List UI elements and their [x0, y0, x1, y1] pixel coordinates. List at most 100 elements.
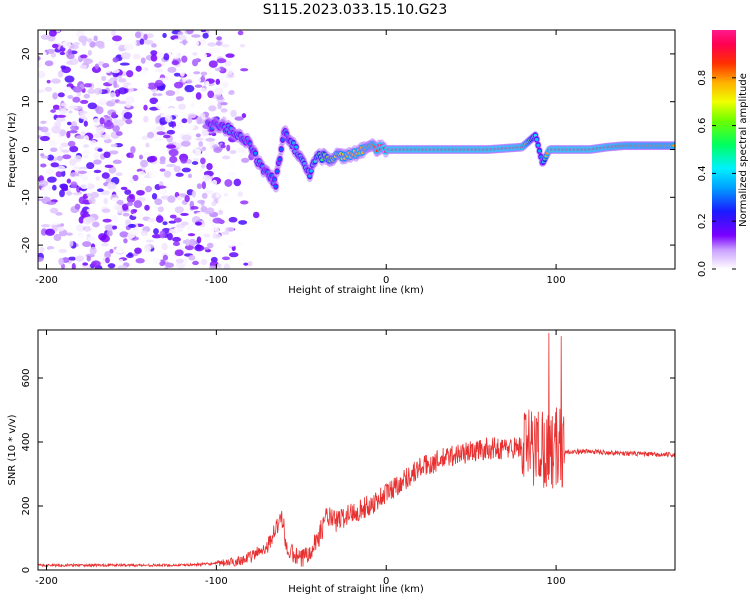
spectrogram-noise-blob	[208, 105, 217, 112]
spectrogram-noise-blob	[102, 63, 110, 69]
spectrogram-noise-blob	[216, 263, 222, 268]
spectrogram-noise-blob	[104, 250, 111, 259]
spectrogram-noise-blob	[191, 161, 199, 165]
spectrogram-noise-blob	[81, 40, 87, 46]
spectrogram-noise-blob	[77, 110, 88, 115]
spectrogram-noise-blob	[175, 87, 181, 95]
spectrogram-noise-blob	[155, 215, 164, 223]
spectrogram-noise-blob	[193, 152, 202, 157]
spectrogram-noise-blob	[98, 233, 107, 241]
spectrogram-noise-blob	[90, 191, 100, 199]
spectrogram-noise-blob	[90, 140, 98, 146]
spectrogram-noise-blob	[123, 43, 134, 51]
spectrogram-noise-blob	[172, 236, 181, 243]
spectrogram-noise-blob	[96, 54, 103, 60]
spectrogram-noise-blob	[195, 137, 204, 141]
snr-frame	[37, 329, 676, 571]
spectrogram-noise-blob	[157, 188, 168, 195]
spectrogram-noise-blob	[141, 135, 149, 141]
spectrogram-noise-blob	[193, 157, 199, 162]
spectrogram-noise-blob	[84, 58, 93, 65]
spectrogram-noise-blob	[163, 134, 171, 139]
snr-x-tick-label: -100	[205, 576, 228, 587]
spectrogram-noise-blob	[174, 206, 184, 214]
snr-panel: -200 -100 0 100 0 200 400 600 Height of straig…	[7, 329, 676, 595]
spectrogram-noise-blob	[115, 172, 123, 177]
spectrogram-noise-blob	[91, 66, 102, 73]
spectrogram-noise-blob	[106, 181, 117, 190]
spectrogram-noise-blob	[38, 126, 43, 131]
spectrogram-noise-blob	[104, 224, 115, 231]
spectrogram-noise-blob	[143, 244, 152, 253]
spectrogram-noise-blob	[173, 72, 181, 77]
snr-y-tick-label: 0	[21, 567, 32, 573]
spectrogram-noise-blob	[145, 142, 150, 148]
spectrogram-noise-blob	[150, 50, 158, 56]
spectrogram-noise-blob	[205, 207, 215, 214]
spectrogram-noise-blob	[70, 181, 78, 189]
spectrogram-noise-blob	[199, 112, 206, 120]
spectrogram-noise-blob	[201, 192, 208, 199]
spectrogram-noise-blob	[38, 180, 49, 187]
spectrogram-noise-blob	[57, 165, 66, 172]
spectrogram-noise-blob	[52, 92, 58, 100]
spectrogram-noise-blob	[234, 116, 244, 121]
spectrogram-noise-blob	[159, 156, 166, 163]
spectrogram-noise-blob	[221, 44, 230, 48]
spectrogram-noise-blob	[156, 93, 163, 97]
spectrogram-noise-blob	[144, 185, 153, 193]
spectrogram-noise-blob	[66, 53, 75, 60]
spectrogram-noise-blob	[165, 90, 176, 96]
spectrogram-noise-blob	[237, 191, 243, 197]
spectrogram-noise-blob	[223, 193, 229, 197]
spectrogram-noise-blob	[136, 189, 145, 196]
spectrogram-noise-blob	[129, 152, 134, 159]
spectrogram-x-ticks: -200 -100 0 100	[35, 30, 566, 286]
spectrogram-noise-blob	[143, 115, 149, 123]
spectrogram-noise-blob	[209, 141, 215, 146]
spectrogram-noise-blob	[87, 88, 96, 95]
spectrogram-noise-blob	[40, 153, 45, 157]
spectrogram-noise-blob	[168, 149, 179, 157]
spectrogram-noise-blob	[51, 43, 59, 49]
spectrogram-noise-blob	[166, 129, 176, 135]
spectrogram-noise-blob	[192, 52, 198, 56]
spectrogram-noise-blob	[205, 137, 216, 142]
spectrogram-y-tick-label: 0	[21, 146, 32, 152]
spectrogram-noise-blob	[207, 242, 214, 249]
spectrogram-noise-blob	[247, 260, 253, 267]
spectrogram-noise-blob	[127, 233, 133, 240]
spectrogram-noise-blob	[240, 200, 249, 205]
spectrogram-noise-blob	[207, 42, 217, 47]
spectrogram-noise-blob	[167, 66, 177, 73]
spectrogram-noise-blob	[212, 233, 222, 239]
spectrogram-noise-blob	[142, 83, 149, 89]
spectrogram-y-tick-label: 10	[21, 95, 32, 108]
spectrogram-noise-blob	[173, 217, 182, 223]
spectrogram-noise-blob	[228, 159, 235, 166]
spectrogram-noise-blob	[187, 173, 193, 179]
spectrogram-noise-blob	[82, 241, 92, 248]
spectrogram-noise-blob	[49, 140, 58, 147]
spectrogram-noise-blob	[66, 232, 73, 236]
spectrogram-noise-blob	[50, 109, 56, 113]
spectrogram-noise-blob	[202, 174, 211, 182]
spectrogram-noise-blob	[140, 159, 149, 168]
spectrogram-noise-blob	[220, 108, 228, 113]
spectrogram-noise-blob	[149, 106, 159, 111]
spectrogram-noise-blob	[221, 155, 231, 160]
spectrogram-noise-blob	[230, 109, 237, 118]
spectrogram-ridge-core	[537, 149, 542, 153]
spectrogram-noise-blob	[131, 229, 139, 236]
spectrogram-noise-blob	[168, 107, 175, 114]
spectrogram-noise-blob	[84, 226, 90, 233]
spectrogram-noise-blob	[98, 60, 104, 66]
spectrogram-noise-blob	[159, 160, 166, 165]
spectrogram-noise-blob	[106, 230, 113, 237]
spectrogram-noise-blob	[62, 154, 72, 160]
spectrogram-noise-blob	[75, 255, 85, 262]
spectrogram-noise-blob	[108, 166, 117, 174]
spectrogram-noise-blob	[115, 131, 123, 136]
spectrogram-noise-blob	[143, 33, 148, 41]
spectrogram-noise-blob	[181, 257, 188, 265]
